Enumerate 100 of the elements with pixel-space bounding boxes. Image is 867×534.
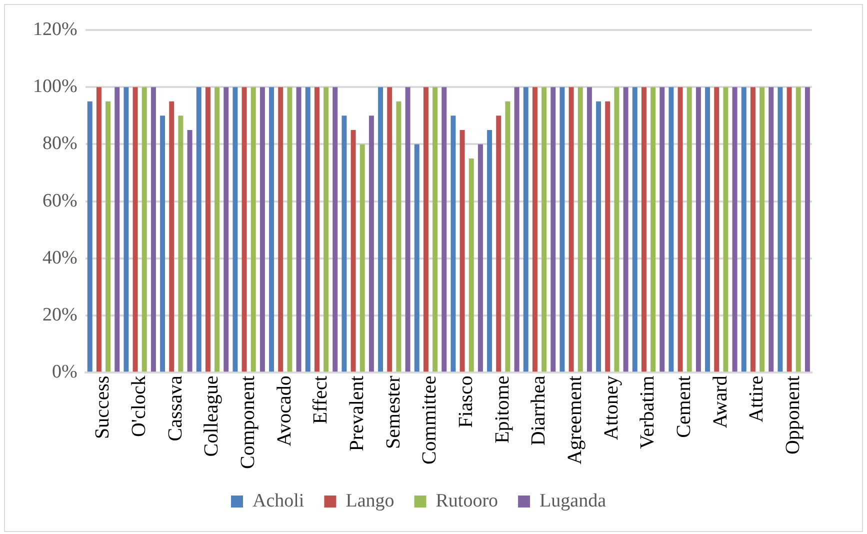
bar [514,87,520,372]
x-tick-label: Effect [310,375,332,424]
x-tick-label: Diarrhea [528,376,550,446]
x-tick-label: Success [92,375,114,439]
bar [324,87,329,372]
bar [305,87,310,372]
bar [178,116,184,372]
bar [550,87,556,372]
y-tick-label: 100% [33,76,78,98]
bar [678,87,683,372]
bar [332,87,338,372]
bar [605,101,610,372]
bar [641,87,646,372]
bar [732,87,738,372]
x-tick-label: Committee [418,376,441,465]
bar [487,130,492,372]
bar [786,87,792,372]
bar [686,87,692,372]
bar [205,87,210,372]
bar [142,87,147,372]
bar [314,87,320,372]
y-tick-label: 60% [42,190,78,212]
x-tick-label: Prevalent [346,375,368,452]
bar [660,87,665,372]
bar [768,87,774,372]
bar [705,87,710,372]
bar [350,130,356,372]
bar [269,87,274,372]
bar [668,87,674,372]
bar [87,101,92,372]
bar [460,130,465,372]
x-tick-label: O'clock [128,376,150,438]
x-tick-label: Colleague [200,376,223,457]
legend-label: Rutooro [436,490,498,512]
bar [614,87,620,372]
bar [96,87,102,372]
bar [542,87,547,372]
bar [396,101,402,372]
legend-label: Luganda [540,490,607,512]
bar [741,87,746,372]
bar [124,87,129,372]
bar [496,116,502,372]
bar [132,87,138,372]
legend-label: Acholi [252,490,304,512]
bar [623,87,628,372]
bar [804,87,810,372]
bar [169,101,174,372]
y-tick-label: 0% [52,362,78,383]
bar [414,144,420,372]
bar [586,87,592,372]
bar [106,101,111,372]
x-tick-label: Cassava [164,376,186,442]
x-tick-label: Epitome [491,376,514,444]
y-tick-label: 120% [33,18,78,40]
bar [478,144,483,372]
bar [405,87,410,372]
bar [224,87,229,372]
bar [696,87,701,372]
x-tick-label: Agreement [564,375,586,465]
x-tick-label: Cement [673,375,696,438]
bar [760,87,765,372]
y-tick-label: 80% [42,133,78,154]
bar [714,87,720,372]
bar [432,87,438,372]
bar [368,116,374,372]
bar [187,130,192,372]
bar [160,116,166,372]
bar [232,87,238,372]
bar [378,87,384,372]
x-tick-label: Fiasco [455,376,478,428]
x-tick-label: Component [237,375,260,470]
bar [114,87,120,372]
x-tick-label: Attoney [600,376,622,440]
bar [723,87,728,372]
bar [560,87,565,372]
x-tick-label: Semester [382,375,404,449]
bar [296,87,302,372]
bar [532,87,538,372]
x-tick-label: Attire [746,376,768,422]
bar [778,87,783,372]
bar [360,144,365,372]
bar [750,87,756,372]
y-tick-label: 40% [42,247,78,268]
bar [278,87,284,372]
bar [242,87,247,372]
x-tick-label: Opponent [782,375,804,455]
bar [342,116,347,372]
bar [214,87,220,372]
bar [632,87,638,372]
bar [596,101,602,372]
bar [568,87,574,372]
bar [505,101,510,372]
x-tick-label: Avocado [273,376,296,446]
bar [442,87,447,372]
bar [650,87,656,372]
bar [250,87,256,372]
bar [578,87,583,372]
y-tick-label: 20% [42,304,78,326]
bar [423,87,428,372]
bar [387,87,392,372]
